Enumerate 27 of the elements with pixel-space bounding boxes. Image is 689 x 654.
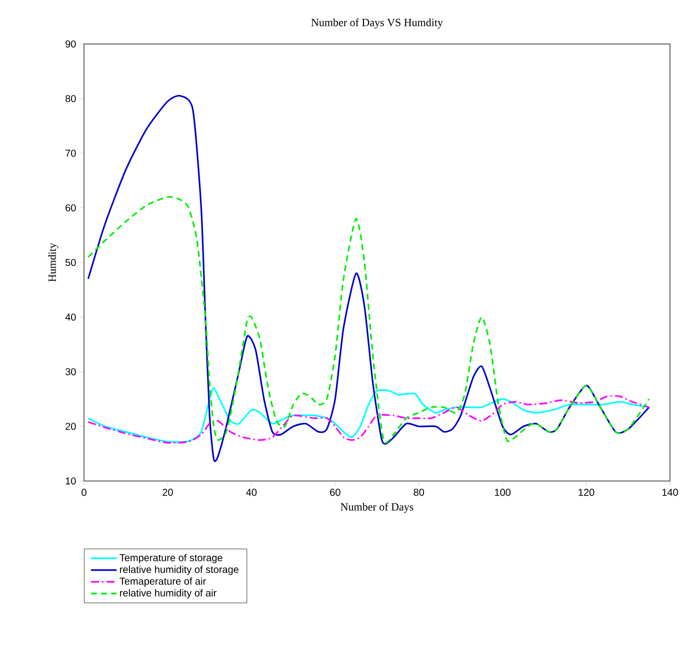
x-tick-label: 80	[414, 488, 424, 496]
x-tick-label: 40	[246, 488, 257, 496]
legend-label: relative humidity of storage	[120, 566, 238, 575]
x-tick-label: 140	[662, 488, 678, 496]
y-axis-title: Humdity	[48, 242, 58, 282]
x-tick-label: 120	[578, 488, 594, 496]
x-tick-label: 60	[330, 488, 340, 496]
y-tick-label: 50	[65, 258, 76, 266]
legend-label: Temaperature of air	[120, 577, 206, 587]
y-tick-label: 60	[66, 204, 76, 212]
y-tick-label: 40	[65, 314, 76, 321]
y-tick-label: 90	[66, 40, 76, 48]
x-tick-label: 100	[495, 488, 511, 496]
x-axis-title: Number of Days	[340, 502, 414, 513]
y-tick-label: 10	[66, 477, 76, 485]
chart-title: Number of Days VS Humdity	[311, 18, 443, 28]
y-tick-label: 70	[66, 150, 76, 157]
y-tick-label: 80	[66, 95, 76, 102]
line-series	[87, 395, 650, 444]
y-tick-label: 20	[66, 422, 76, 430]
x-tick-label: 20	[162, 488, 173, 496]
y-tick-label: 30	[65, 368, 76, 376]
line-series	[87, 196, 650, 444]
legend-label: Temperature of storage	[120, 554, 222, 564]
legend-label: relative humidity of air	[120, 589, 216, 598]
line-series	[87, 387, 650, 443]
x-tick-label: 0	[82, 488, 86, 496]
